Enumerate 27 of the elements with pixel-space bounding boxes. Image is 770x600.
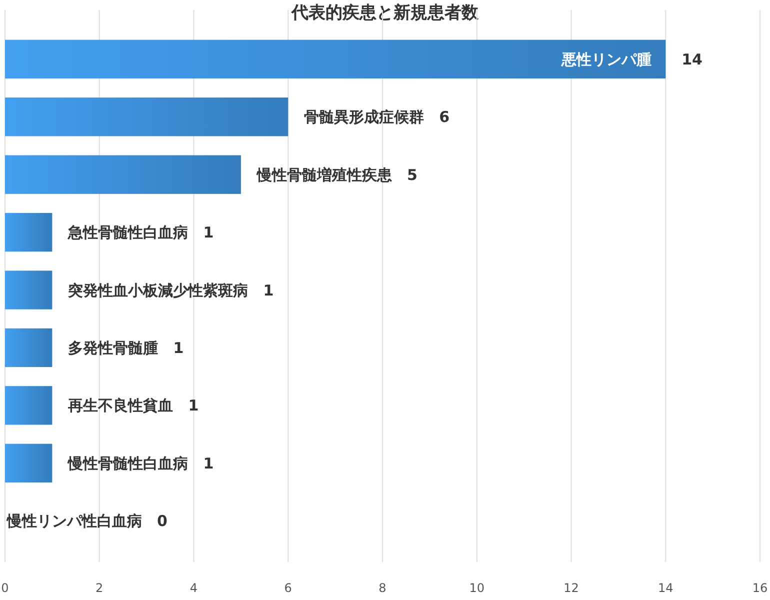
bar — [5, 98, 288, 136]
x-tick-label: 8 — [378, 581, 386, 595]
x-tick-label: 10 — [469, 581, 485, 595]
data-label: 慢性リンパ性白血病 0 — [6, 512, 168, 530]
x-tick-label: 12 — [564, 581, 579, 595]
data-label: 慢性骨髄性白血病 1 — [67, 454, 214, 472]
x-tick-label: 16 — [752, 581, 768, 595]
data-label: 突発性血小板減少性紫斑病 1 — [67, 281, 274, 300]
bar — [5, 212, 52, 252]
bar — [5, 444, 52, 482]
x-tick-label: 0 — [1, 581, 9, 595]
data-label: 再生不良性貧血 1 — [67, 396, 199, 415]
data-label: 骨髄異形成症候群 6 — [304, 108, 450, 126]
x-tick-label: 6 — [284, 581, 292, 595]
bar — [5, 155, 241, 194]
y-tick-label: 悪性リンパ腫 — [560, 50, 652, 68]
bar — [5, 40, 666, 78]
data-label: 多発性骨髄腫 1 — [68, 338, 184, 357]
bar — [5, 270, 52, 310]
bar — [5, 328, 52, 368]
x-tick-label: 14 — [658, 581, 674, 595]
bar — [5, 386, 52, 425]
data-label: 慢性骨髄増殖性疾患 5 — [256, 166, 418, 184]
x-tick-label: 4 — [190, 581, 198, 595]
data-label: 急性骨髄性白血病 1 — [67, 224, 214, 242]
x-tick-label: 2 — [96, 581, 104, 595]
data-label: 14 — [682, 50, 702, 68]
